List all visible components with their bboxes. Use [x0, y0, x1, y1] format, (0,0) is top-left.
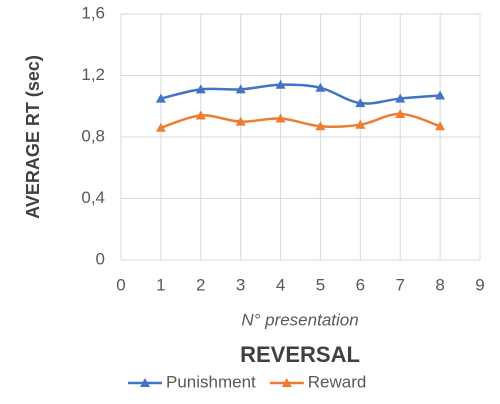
x-tick-label: 1	[156, 275, 165, 294]
marker	[315, 82, 326, 92]
marker	[355, 98, 366, 108]
x-axis-label: N° presentation	[241, 310, 358, 329]
marker	[155, 93, 166, 103]
marker	[435, 121, 446, 131]
legend-marker	[281, 378, 292, 387]
marker	[315, 121, 326, 131]
legend-label: Punishment	[166, 372, 256, 391]
series-line	[160, 112, 441, 129]
legend-marker	[140, 378, 150, 387]
marker	[155, 122, 166, 132]
x-tick-label: 5	[316, 275, 325, 294]
marker	[195, 110, 206, 120]
x-tick-label: 9	[475, 275, 484, 294]
marker	[275, 113, 286, 123]
series-line	[160, 83, 441, 105]
chart-title: REVERSAL	[240, 342, 360, 367]
x-tick-label: 4	[276, 275, 285, 294]
marker	[395, 108, 406, 118]
x-tick-label: 6	[356, 275, 365, 294]
y-tick-label: 1,6	[81, 3, 105, 22]
marker	[435, 90, 446, 100]
x-tick-label: 0	[116, 275, 125, 294]
y-axis-label: AVERAGE RT (sec)	[23, 55, 43, 219]
marker	[235, 84, 246, 94]
y-tick-label: 1,2	[81, 65, 105, 84]
x-tick-label: 2	[196, 275, 205, 294]
y-tick-label: 0,4	[81, 188, 105, 207]
marker	[275, 79, 286, 89]
legend-label: Reward	[308, 372, 367, 391]
marker	[395, 93, 406, 103]
x-tick-label: 7	[395, 275, 404, 294]
x-tick-label: 3	[236, 275, 245, 294]
y-tick-label: 0	[96, 249, 105, 268]
marker	[355, 119, 366, 129]
marker	[235, 116, 246, 126]
y-tick-label: 0,8	[81, 126, 105, 145]
marker	[195, 84, 206, 94]
x-tick-label: 8	[435, 275, 444, 294]
